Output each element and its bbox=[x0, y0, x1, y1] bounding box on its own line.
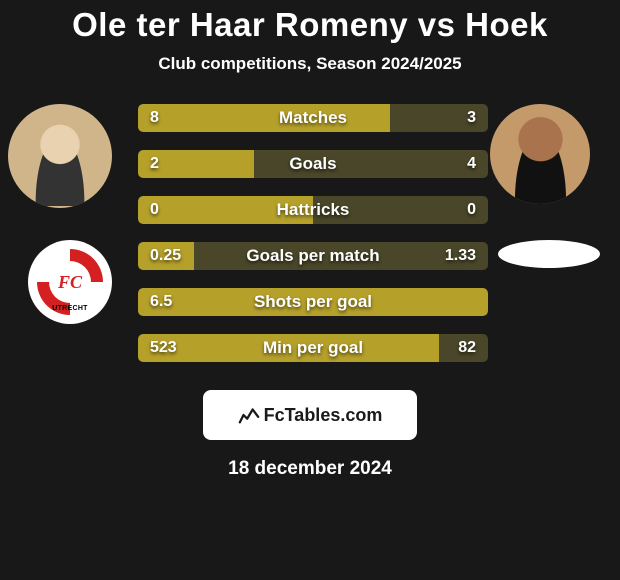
player-right-avatar bbox=[490, 104, 590, 204]
player-silhouette-icon bbox=[508, 114, 573, 204]
stat-value-left: 6.5 bbox=[150, 293, 172, 311]
stat-label: Min per goal bbox=[138, 338, 488, 358]
stat-label: Matches bbox=[138, 108, 488, 128]
stat-label: Goals per match bbox=[138, 246, 488, 266]
stat-value-right: 0 bbox=[467, 201, 476, 219]
club-left-badge: FC UTRECHT bbox=[28, 240, 112, 324]
date-text: 18 december 2024 bbox=[0, 458, 620, 480]
branding-logo-icon bbox=[238, 404, 260, 426]
stat-bars: Matches8 3 Goals2 4 Hattricks0 0 Goals per mat… bbox=[138, 104, 488, 380]
subtitle: Club competitions, Season 2024/2025 bbox=[0, 54, 620, 74]
stat-row: Matches8 3 bbox=[138, 104, 488, 132]
stat-value-left: 0 bbox=[150, 201, 159, 219]
stat-value-left: 8 bbox=[150, 109, 159, 127]
comparison-panel: FC UTRECHT Matches8 3 Goals2 4 Hattricks0 0 Go… bbox=[0, 104, 620, 384]
branding-box: FcTables.com bbox=[203, 390, 417, 440]
stat-row: Goals2 4 bbox=[138, 150, 488, 178]
player-silhouette-icon bbox=[29, 118, 91, 206]
club-city: UTRECHT bbox=[37, 305, 103, 312]
stat-value-left: 523 bbox=[150, 339, 177, 357]
branding-text: FcTables.com bbox=[264, 405, 383, 426]
stat-label: Goals bbox=[138, 154, 488, 174]
club-initials: FC bbox=[49, 261, 91, 303]
stat-value-left: 0.25 bbox=[150, 247, 181, 265]
player-left-avatar bbox=[8, 104, 112, 208]
stat-row: Hattricks0 0 bbox=[138, 196, 488, 224]
stat-row: Min per goal523 82 bbox=[138, 334, 488, 362]
page-title: Ole ter Haar Romeny vs Hoek bbox=[0, 0, 620, 44]
stat-value-right: 1.33 bbox=[445, 247, 476, 265]
stat-label: Hattricks bbox=[138, 200, 488, 220]
stat-value-left: 2 bbox=[150, 155, 159, 173]
club-badge-icon: FC UTRECHT bbox=[37, 249, 103, 315]
stat-value-right: 3 bbox=[467, 109, 476, 127]
stat-row: Shots per goal6.5 bbox=[138, 288, 488, 316]
stat-row: Goals per match0.25 1.33 bbox=[138, 242, 488, 270]
stat-value-right: 82 bbox=[458, 339, 476, 357]
club-right-badge bbox=[498, 240, 600, 268]
stat-label: Shots per goal bbox=[138, 292, 488, 312]
stat-value-right: 4 bbox=[467, 155, 476, 173]
